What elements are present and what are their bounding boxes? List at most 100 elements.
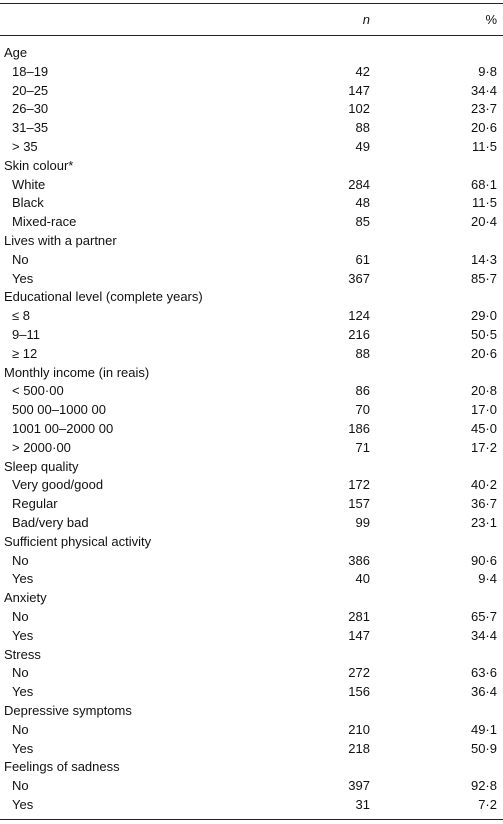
row-label: 500 00–1000 00 [12, 402, 106, 418]
count-cell: 42 [355, 63, 370, 79]
count-cell: 88 [355, 120, 370, 136]
row-label: No [12, 609, 29, 624]
count-cell: 172 [348, 477, 370, 493]
count-cell: 284 [348, 176, 370, 192]
percent-cell: 90·6 [470, 552, 497, 568]
row-label: 20–25 [12, 82, 49, 98]
group-label: Stress [4, 646, 41, 662]
count-cell: 216 [348, 327, 370, 342]
percent-cell: 23·1 [470, 515, 497, 530]
group-label: Monthly income (in reais) [4, 364, 150, 380]
group-label: Sleep quality [4, 458, 79, 474]
percent-cell: 20·8 [470, 383, 497, 399]
count-cell: 71 [355, 439, 370, 455]
group-label: Feelings of sadness [4, 759, 120, 775]
row-label: Bad/very bad [12, 515, 89, 530]
count-cell: 70 [355, 402, 370, 418]
row-label: Mixed-race [12, 214, 77, 230]
percent-cell: 50·9 [470, 740, 497, 756]
row-label: White [12, 176, 46, 192]
row-label: Very good/good [12, 477, 104, 493]
percent-cell: 36·7 [470, 496, 497, 512]
group-label: Lives with a partner [4, 233, 117, 248]
percent-cell: 20·6 [470, 120, 497, 136]
percent-cell: 11·5 [471, 195, 497, 211]
row-label: Regular [12, 496, 58, 512]
row-label: Yes [12, 627, 34, 643]
count-cell: 31 [355, 797, 370, 812]
count-cell: 147 [348, 627, 370, 643]
row-label: No [12, 552, 29, 568]
percent-cell: 45·0 [470, 421, 497, 436]
percent-cell: 34·4 [470, 82, 497, 98]
row-label: Yes [12, 797, 34, 812]
group-label: Depressive symptoms [4, 703, 132, 718]
header-n: n [362, 12, 370, 27]
percent-cell: 68·1 [470, 176, 497, 192]
count-cell: 272 [348, 665, 370, 681]
percent-cell: 40·2 [470, 477, 497, 493]
row-label: No [12, 251, 29, 267]
count-cell: 99 [355, 515, 370, 530]
percent-cell: 20·6 [470, 345, 497, 361]
count-cell: 397 [348, 778, 370, 794]
row-label: Black [12, 195, 44, 211]
count-cell: 102 [348, 101, 370, 117]
bottom-rule [0, 819, 503, 820]
count-cell: 186 [348, 421, 370, 436]
group-label: Anxiety [4, 590, 47, 606]
row-label: > 35 [12, 139, 38, 154]
row-label: No [12, 665, 29, 681]
row-label: Yes [12, 740, 34, 756]
row-label: ≥ 12 [12, 345, 38, 361]
count-cell: 210 [348, 721, 370, 737]
percent-cell: 92·8 [470, 778, 497, 794]
count-cell: 157 [348, 496, 370, 512]
top-rule [0, 3, 503, 4]
group-label: Skin colour* [4, 157, 74, 173]
count-cell: 88 [355, 345, 370, 361]
count-cell: 86 [355, 383, 370, 399]
row-label: Yes [12, 270, 34, 286]
row-label: 9–11 [12, 327, 40, 342]
row-label: ≤ 8 [12, 308, 30, 324]
count-cell: 281 [348, 609, 370, 624]
count-cell: 386 [348, 552, 370, 568]
percent-cell: 17·2 [470, 439, 497, 455]
percent-cell: 9·4 [478, 571, 497, 587]
percent-cell: 11·5 [471, 139, 497, 154]
row-label: 1001 00–2000 00 [12, 421, 114, 436]
row-label: 26–30 [12, 101, 49, 117]
row-label: Yes [12, 571, 34, 587]
percent-cell: 29·0 [470, 308, 497, 324]
row-label: < 500·00 [12, 383, 64, 399]
count-cell: 124 [348, 308, 370, 324]
count-cell: 156 [348, 684, 370, 700]
count-cell: 218 [348, 740, 370, 756]
count-cell: 147 [348, 82, 370, 98]
count-cell: 85 [355, 214, 370, 230]
count-cell: 367 [348, 270, 370, 286]
count-cell: 48 [355, 195, 370, 211]
group-label: Educational level (complete years) [4, 289, 203, 305]
row-label: Yes [12, 684, 34, 700]
row-label: > 2000·00 [12, 439, 71, 455]
group-label: Sufficient physical activity [4, 533, 152, 549]
percent-cell: 17·0 [470, 402, 497, 418]
percent-cell: 14·3 [470, 251, 497, 267]
percent-cell: 50·5 [470, 327, 497, 342]
header-percent: % [485, 12, 497, 27]
percent-cell: 49·1 [470, 721, 497, 737]
group-label: Age [4, 45, 28, 60]
count-cell: 61 [355, 251, 370, 267]
count-cell: 40 [355, 571, 370, 587]
row-label: 18–19 [12, 63, 49, 79]
count-cell: 49 [355, 139, 370, 154]
percent-cell: 9·8 [478, 63, 497, 79]
percent-cell: 34·4 [470, 627, 497, 643]
percent-cell: 85·7 [470, 270, 497, 286]
percent-cell: 20·4 [470, 214, 497, 230]
percent-cell: 36·4 [470, 684, 497, 700]
row-label: 31–35 [12, 120, 49, 136]
